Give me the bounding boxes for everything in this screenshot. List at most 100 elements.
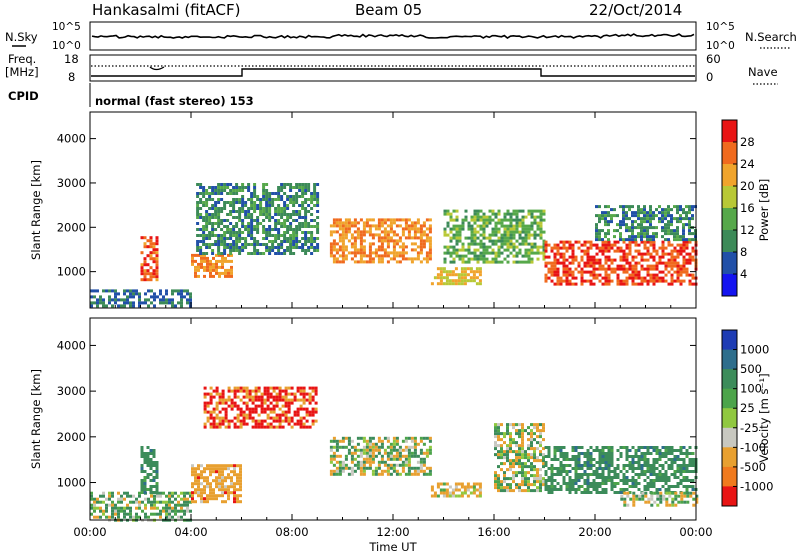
heatmap-cell	[287, 410, 291, 414]
heatmap-cell	[592, 270, 596, 274]
heatmap-cell	[494, 227, 498, 231]
heatmap-cell	[637, 488, 641, 491]
heatmap-cell	[521, 230, 525, 234]
heatmap-cell	[539, 215, 543, 219]
heatmap-cell	[631, 264, 635, 268]
heatmap-cell	[685, 479, 689, 482]
heatmap-cell	[329, 472, 333, 476]
heatmap-cell	[533, 438, 536, 442]
heatmap-cell	[212, 464, 215, 468]
heatmap-cell	[631, 282, 635, 286]
heatmap-cell	[168, 512, 171, 516]
heatmap-cell	[419, 466, 423, 470]
heatmap-cell	[380, 236, 384, 240]
heatmap-cell	[622, 211, 625, 215]
heatmap-cell	[295, 213, 299, 216]
heatmap-cell	[451, 282, 455, 286]
heatmap-cell	[640, 229, 643, 233]
heatmap-cell	[646, 273, 650, 277]
heatmap-cell	[224, 491, 227, 495]
heatmap-cell	[215, 401, 219, 405]
heatmap-cell	[664, 211, 667, 215]
heatmap-cell	[646, 249, 650, 253]
heatmap-cell	[218, 485, 221, 489]
heatmap-cell	[374, 454, 378, 458]
y-tick-label: 2000	[57, 220, 86, 234]
heatmap-cell	[233, 425, 237, 429]
heatmap-cell	[272, 398, 276, 402]
heatmap-cell	[311, 386, 315, 390]
heatmap-cell	[392, 254, 396, 258]
heatmap-cell	[649, 235, 652, 239]
heatmap-cell	[123, 289, 126, 293]
heatmap-cell	[527, 453, 530, 457]
heatmap-cell	[652, 479, 656, 482]
heatmap-cell	[217, 198, 221, 201]
heatmap-cell	[466, 273, 470, 277]
heatmap-cell	[144, 512, 147, 516]
heatmap-cell	[203, 488, 206, 492]
heatmap-cell	[460, 482, 464, 486]
heatmap-cell	[253, 237, 257, 240]
heatmap-cell	[682, 485, 686, 488]
heatmap-cell	[223, 240, 227, 243]
heatmap-cell	[478, 482, 482, 486]
heatmap-cell	[446, 245, 450, 249]
heatmap-cell	[286, 183, 290, 186]
heatmap-cell	[688, 240, 692, 244]
heatmap-cell	[177, 289, 180, 293]
heatmap-cell	[656, 494, 660, 498]
heatmap-cell	[199, 249, 203, 252]
heatmap-cell	[521, 218, 525, 222]
heatmap-cell	[156, 500, 159, 504]
heatmap-cell	[332, 463, 336, 467]
heatmap-cell	[362, 224, 366, 228]
heatmap-cell	[607, 220, 610, 224]
heatmap-cell	[247, 228, 251, 231]
heatmap-cell	[292, 228, 296, 231]
heatmap-cell	[646, 232, 649, 236]
heatmap-cell	[436, 273, 440, 277]
heatmap-cell	[628, 235, 631, 239]
heatmap-cell	[217, 237, 221, 240]
heatmap-cell	[485, 218, 489, 222]
heatmap-cell	[604, 461, 608, 464]
heatmap-cell	[607, 243, 611, 247]
heatmap-cell	[509, 236, 513, 240]
heatmap-cell	[619, 246, 623, 250]
heatmap-cell	[655, 473, 659, 476]
heatmap-cell	[389, 239, 393, 243]
heatmap-cell	[407, 457, 411, 461]
heatmap-cell	[197, 464, 200, 468]
heatmap-cell	[180, 292, 183, 296]
heatmap-cell	[404, 221, 408, 225]
heatmap-cell	[655, 273, 659, 277]
heatmap-cell	[211, 234, 215, 237]
heatmap-cell	[265, 231, 269, 234]
heatmap-cell	[655, 276, 659, 280]
heatmap-cell	[637, 467, 641, 470]
heatmap-cell	[286, 204, 290, 207]
heatmap-cell	[155, 242, 159, 246]
heatmap-cell	[479, 257, 483, 261]
colorbar-swatch	[722, 330, 737, 351]
heatmap-cell	[640, 252, 644, 256]
heatmap-cell	[631, 226, 634, 230]
heatmap-cell	[571, 479, 575, 482]
heatmap-cell	[155, 467, 159, 470]
heatmap-cell	[524, 489, 527, 493]
heatmap-cell	[634, 235, 637, 239]
heatmap-cell	[209, 413, 213, 417]
heatmap-cell	[601, 276, 605, 280]
heatmap-cell	[688, 470, 692, 473]
heatmap-cell	[362, 230, 366, 234]
heatmap-cell	[230, 485, 233, 489]
heatmap-cell	[146, 455, 150, 458]
heatmap-cell	[383, 251, 387, 255]
heatmap-cell	[658, 488, 662, 491]
heatmap-cell	[253, 192, 257, 195]
heatmap-cell	[263, 425, 267, 429]
heatmap-cell	[229, 213, 233, 216]
heatmap-cell	[199, 216, 203, 219]
heatmap-cell	[266, 392, 270, 396]
